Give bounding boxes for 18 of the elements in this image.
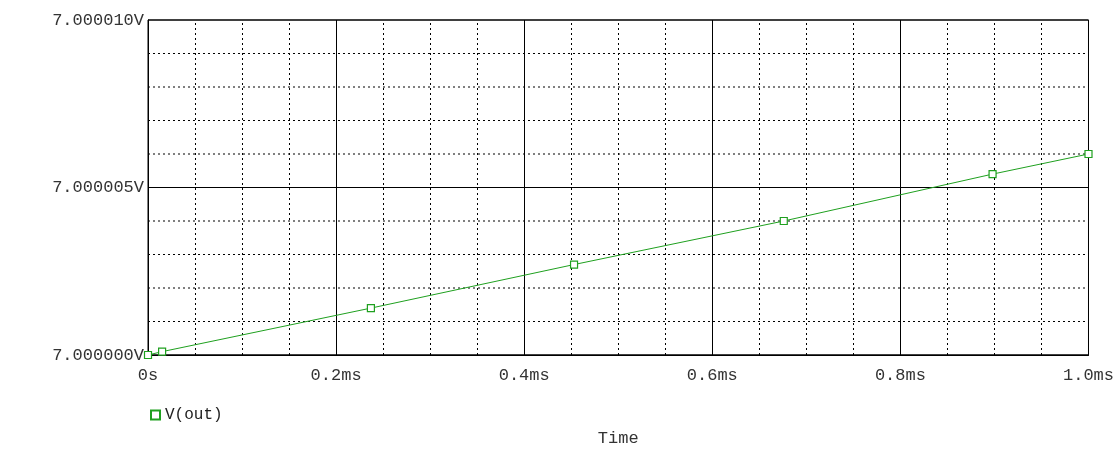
point <box>779 216 788 226</box>
point <box>158 347 167 356</box>
x-tick-label: 1.0ms <box>1062 366 1114 385</box>
point <box>143 350 153 360</box>
point <box>366 304 375 313</box>
x-tick-label: 0.2ms <box>310 366 362 385</box>
legend-label: V(out) <box>165 406 223 424</box>
y-tick-label: 7.000005V <box>52 178 145 197</box>
x-axis-title: Time <box>597 429 639 448</box>
y-tick-label: 7.000000V <box>52 345 145 365</box>
x-tick-label: 0s <box>137 366 159 385</box>
y-tick-label: 7.000010V <box>52 10 145 30</box>
x-tick-label: 0.6ms <box>686 366 738 385</box>
point <box>1084 149 1093 159</box>
point <box>569 260 579 269</box>
point <box>988 170 997 179</box>
x-tick-label: 0.4ms <box>498 366 550 385</box>
x-tick-label: 0.8ms <box>874 366 926 385</box>
